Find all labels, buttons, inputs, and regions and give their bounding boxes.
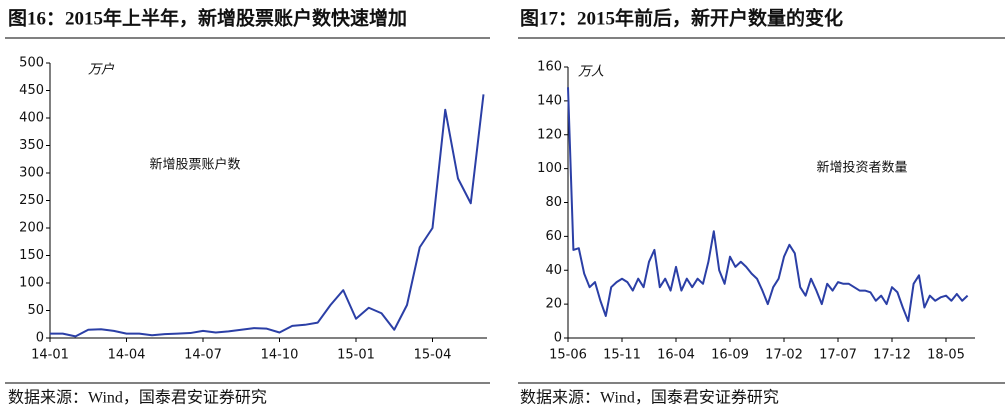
x-tick-label: 15-06	[549, 348, 587, 363]
y-tick-label: 140	[537, 93, 562, 108]
unit-label: 万人	[578, 65, 604, 80]
chart-title: 图17：2015年前后，新开户数量的变化	[520, 6, 843, 29]
x-tick-label: 18-05	[927, 348, 965, 363]
y-tick-label: 0	[36, 331, 44, 346]
y-tick-label: 50	[27, 303, 44, 318]
y-tick-label: 100	[19, 276, 44, 291]
y-tick-label: 500	[19, 56, 44, 71]
chart-title: 图16：2015年上半年，新增股票账户数快速增加	[8, 6, 407, 29]
series-label: 新增投资者数量	[816, 160, 907, 176]
y-tick-label: 150	[19, 248, 44, 263]
x-tick-label: 15-01	[337, 348, 375, 363]
y-tick-label: 450	[19, 83, 44, 98]
y-tick-label: 20	[545, 297, 562, 312]
y-tick-label: 200	[19, 221, 44, 236]
series-label: 新增股票账户数	[149, 157, 240, 173]
x-tick-label: 17-12	[873, 348, 911, 363]
y-tick-label: 0	[554, 331, 562, 346]
y-tick-label: 300	[19, 166, 44, 181]
source-note: 数据来源：Wind，国泰君安证券研究	[520, 389, 779, 407]
y-tick-label: 80	[545, 195, 562, 210]
y-tick-label: 350	[19, 138, 44, 153]
y-tick-label: 100	[537, 161, 562, 176]
data-line	[50, 94, 485, 338]
y-tick-label: 250	[19, 193, 44, 208]
x-tick-label: 15-04	[414, 348, 452, 363]
source-note: 数据来源：Wind，国泰君安证券研究	[8, 389, 267, 407]
x-tick-label: 14-10	[261, 348, 299, 363]
x-tick-label: 14-04	[108, 348, 146, 363]
x-tick-label: 16-04	[657, 348, 695, 363]
x-tick-label: 15-11	[603, 348, 641, 363]
x-tick-label: 17-02	[765, 348, 803, 363]
unit-label: 万户	[88, 63, 115, 78]
x-tick-label: 16-09	[711, 348, 749, 363]
x-tick-label: 17-07	[819, 348, 857, 363]
y-tick-label: 40	[545, 263, 562, 278]
y-tick-label: 60	[545, 229, 562, 244]
x-tick-label: 14-07	[184, 348, 222, 363]
x-tick-label: 14-01	[31, 348, 69, 363]
y-tick-label: 120	[537, 127, 562, 142]
y-tick-label: 160	[537, 60, 562, 75]
data-line	[567, 87, 969, 323]
y-tick-label: 400	[19, 111, 44, 126]
